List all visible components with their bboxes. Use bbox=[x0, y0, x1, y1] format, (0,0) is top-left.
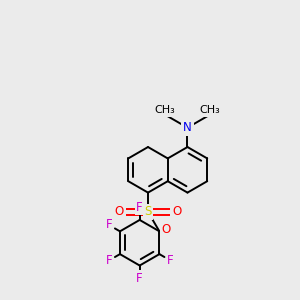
Text: S: S bbox=[144, 206, 152, 218]
Text: N: N bbox=[183, 121, 192, 134]
Text: O: O bbox=[172, 206, 182, 218]
Text: O: O bbox=[162, 223, 171, 236]
Text: CH₃: CH₃ bbox=[154, 105, 175, 115]
Text: F: F bbox=[167, 254, 174, 267]
Text: F: F bbox=[136, 272, 143, 285]
Text: F: F bbox=[106, 254, 112, 267]
Text: F: F bbox=[106, 218, 112, 231]
Text: F: F bbox=[136, 201, 143, 214]
Text: CH₃: CH₃ bbox=[200, 105, 220, 115]
Text: O: O bbox=[115, 206, 124, 218]
